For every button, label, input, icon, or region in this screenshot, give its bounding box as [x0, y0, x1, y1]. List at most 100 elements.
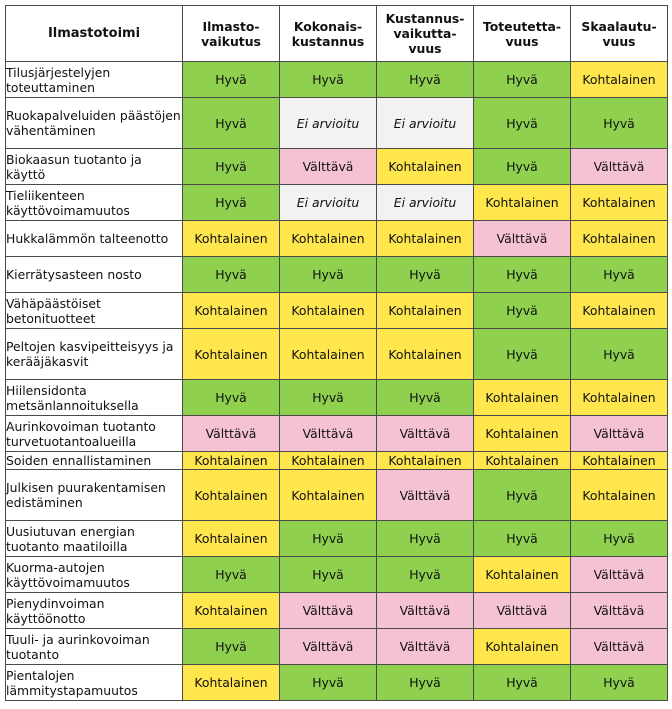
row-name: Aurinkovoiman tuotanto turvetuotantoalue…: [5, 415, 183, 452]
rating-cell: Hyvä: [376, 664, 474, 701]
rating-cell: Kohtalainen: [473, 628, 571, 665]
rating-cell: Hyvä: [570, 97, 668, 149]
rating-cell: Kohtalainen: [376, 220, 474, 257]
row-name: Tieliikenteen käyttövoimamuutos: [5, 184, 183, 221]
rating-cell: Ei arvioitu: [279, 97, 377, 149]
header-label: Kustannus- vaikutta- vuus: [385, 11, 465, 56]
header-skaalautuvuus: Skaalautu- vuus: [570, 5, 668, 62]
rating-cell: Hyvä: [279, 664, 377, 701]
table-row: Soiden ennallistaminen Kohtalainen Kohtala…: [5, 451, 668, 470]
rating-cell: Hyvä: [376, 379, 474, 416]
rating-cell: Kohtalainen: [182, 328, 280, 380]
table-row: Biokaasun tuotanto ja käyttö Hyvä Välttävä…: [5, 148, 668, 185]
rating-cell: Kohtalainen: [182, 220, 280, 257]
rating-cell: Kohtalainen: [473, 379, 571, 416]
header-label: Ilmastotoimi: [47, 26, 141, 41]
rating-cell: Hyvä: [570, 664, 668, 701]
rating-cell: Ei arvioitu: [376, 97, 474, 149]
table-row: Ruokapalveluiden päästöjen vähentäminen H…: [5, 97, 668, 149]
rating-cell: Ei arvioitu: [279, 184, 377, 221]
rating-cell: Hyvä: [279, 520, 377, 557]
rating-cell: Ei arvioitu: [376, 184, 474, 221]
rating-cell: Hyvä: [473, 148, 571, 185]
rating-cell: Hyvä: [182, 628, 280, 665]
table-row: Julkisen puurakentamisen edistäminen Koht…: [5, 469, 668, 521]
rating-cell: Kohtalainen: [570, 469, 668, 521]
table-row: Hukkalämmön talteenotto Kohtalainen Kohtal…: [5, 220, 668, 257]
rating-cell: Kohtalainen: [473, 415, 571, 452]
table-body: Tilusjärjestelyjen toteuttaminen Hyvä Hyvä…: [5, 61, 668, 701]
row-name: Peltojen kasvipeitteisyys ja kerääjäkasv…: [5, 328, 183, 380]
header-kustannusvaikuttavuus: Kustannus- vaikutta- vuus: [376, 5, 474, 62]
rating-cell: Välttävä: [376, 469, 474, 521]
row-name: Biokaasun tuotanto ja käyttö: [5, 148, 183, 185]
rating-cell: Hyvä: [182, 184, 280, 221]
rating-cell: Kohtalainen: [570, 451, 668, 470]
rating-cell: Hyvä: [182, 256, 280, 293]
rating-cell: Hyvä: [473, 256, 571, 293]
row-name: Uusiutuvan energian tuotanto maatiloilla: [5, 520, 183, 557]
rating-cell: Hyvä: [279, 379, 377, 416]
rating-cell: Hyvä: [473, 664, 571, 701]
rating-cell: Välttävä: [182, 415, 280, 452]
rating-cell: Välttävä: [473, 220, 571, 257]
row-name: Pienydinvoiman käyttöönotto: [5, 592, 183, 629]
rating-cell: Välttävä: [473, 592, 571, 629]
rating-cell: Välttävä: [570, 148, 668, 185]
rating-cell: Kohtalainen: [279, 451, 377, 470]
row-name: Tilusjärjestelyjen toteuttaminen: [5, 61, 183, 98]
table-row: Tilusjärjestelyjen toteuttaminen Hyvä Hyvä…: [5, 61, 668, 98]
table-row: Kuorma-autojen käyttövoimamuutos Hyvä Hyvä…: [5, 556, 668, 593]
table-row: Hiilensidonta metsänlannoituksella Hyvä Hy…: [5, 379, 668, 416]
rating-cell: Kohtalainen: [473, 184, 571, 221]
rating-cell: Hyvä: [376, 520, 474, 557]
rating-cell: Kohtalainen: [570, 61, 668, 98]
rating-cell: Kohtalainen: [182, 451, 280, 470]
assessment-table: Ilmastotoimi Ilmasto- vaikutus Kokonais-…: [5, 5, 668, 701]
rating-cell: Välttävä: [376, 628, 474, 665]
table-row: Kierrätysasteen nosto Hyvä Hyvä Hyvä Hyvä Hyv…: [5, 256, 668, 293]
rating-cell: Hyvä: [279, 556, 377, 593]
header-ilmastovaikutus: Ilmasto- vaikutus: [182, 5, 280, 62]
row-name: Kierrätysasteen nosto: [5, 256, 183, 293]
rating-cell: Kohtalainen: [376, 292, 474, 329]
row-name: Tuuli- ja aurinkovoiman tuotanto: [5, 628, 183, 665]
table-row: Vähäpäästöiset betonituotteet Kohtalainen…: [5, 292, 668, 329]
row-name: Soiden ennallistaminen: [5, 451, 183, 470]
row-name: Hiilensidonta metsänlannoituksella: [5, 379, 183, 416]
rating-cell: Kohtalainen: [182, 292, 280, 329]
rating-cell: Kohtalainen: [376, 451, 474, 470]
row-name: Pientalojen lämmitystapamuutos: [5, 664, 183, 701]
rating-cell: Välttävä: [570, 415, 668, 452]
rating-cell: Kohtalainen: [182, 520, 280, 557]
rating-cell: Välttävä: [570, 556, 668, 593]
rating-cell: Kohtalainen: [376, 328, 474, 380]
rating-cell: Hyvä: [570, 256, 668, 293]
row-name: Julkisen puurakentamisen edistäminen: [5, 469, 183, 521]
rating-cell: Hyvä: [570, 328, 668, 380]
table-row: Pientalojen lämmitystapamuutos Kohtalaine…: [5, 664, 668, 701]
table-row: Uusiutuvan energian tuotanto maatiloilla…: [5, 520, 668, 557]
table-row: Pienydinvoiman käyttöönotto Kohtalainen Vä…: [5, 592, 668, 629]
rating-cell: Kohtalainen: [182, 592, 280, 629]
rating-cell: Kohtalainen: [279, 292, 377, 329]
row-name: Kuorma-autojen käyttövoimamuutos: [5, 556, 183, 593]
rating-cell: Hyvä: [376, 556, 474, 593]
rating-cell: Kohtalainen: [570, 379, 668, 416]
rating-cell: Hyvä: [473, 520, 571, 557]
table-row: Tuuli- ja aurinkovoiman tuotanto Hyvä Vält…: [5, 628, 668, 665]
rating-cell: Välttävä: [279, 148, 377, 185]
header-label: Kokonais- kustannus: [291, 18, 365, 49]
rating-cell: Hyvä: [182, 97, 280, 149]
rating-cell: Välttävä: [279, 415, 377, 452]
table-row: Peltojen kasvipeitteisyys ja kerääjäkasv…: [5, 328, 668, 380]
rating-cell: Hyvä: [473, 61, 571, 98]
header-label: Skaalautu- vuus: [581, 18, 657, 49]
rating-cell: Hyvä: [182, 556, 280, 593]
header-label: Toteutetta- vuus: [482, 18, 562, 49]
rating-cell: Kohtalainen: [376, 148, 474, 185]
header-ilmastotoimi: Ilmastotoimi: [5, 5, 183, 62]
rating-cell: Hyvä: [473, 292, 571, 329]
rating-cell: Välttävä: [279, 628, 377, 665]
header-row: Ilmastotoimi Ilmasto- vaikutus Kokonais-…: [5, 5, 668, 62]
